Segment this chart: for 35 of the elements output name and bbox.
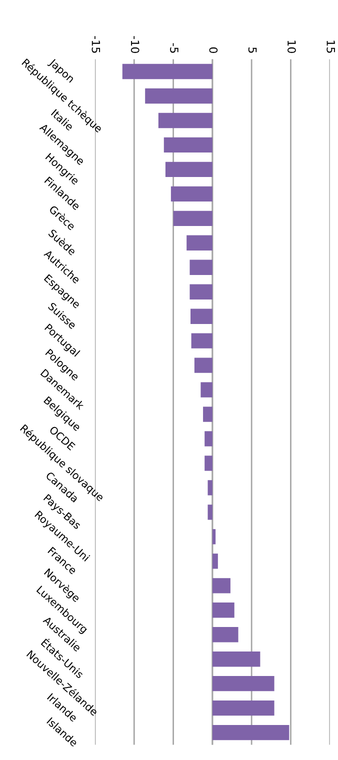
bar — [212, 602, 234, 618]
bar — [212, 578, 230, 594]
x-tick-label: 0 — [209, 47, 218, 53]
bar — [190, 308, 212, 324]
bar — [204, 456, 212, 471]
bar — [164, 137, 212, 153]
x-tick-label: 5 — [248, 48, 257, 53]
bar — [165, 162, 212, 178]
bar — [212, 627, 238, 642]
bar — [122, 64, 212, 80]
bar — [208, 504, 212, 520]
bar — [190, 284, 212, 300]
bar — [203, 406, 212, 422]
bar — [170, 186, 212, 202]
bar — [212, 554, 218, 569]
bar — [212, 652, 260, 667]
bar — [200, 382, 212, 398]
bar — [212, 676, 274, 692]
bar — [190, 260, 212, 275]
x-tick-label: 10 — [288, 40, 296, 53]
bar — [186, 235, 212, 250]
x-tick-label: -15 — [92, 36, 100, 53]
bar — [212, 724, 290, 740]
bar — [158, 112, 212, 128]
x-tick-label: -5 — [170, 43, 178, 53]
bar — [145, 88, 212, 104]
bar — [212, 700, 274, 716]
x-tick-label: -10 — [130, 36, 140, 53]
bar — [173, 210, 212, 226]
bar — [204, 431, 212, 446]
bar — [212, 529, 216, 544]
bar — [194, 358, 212, 373]
bar — [208, 480, 212, 496]
bar — [191, 333, 212, 348]
x-tick-label: 15 — [326, 40, 335, 53]
